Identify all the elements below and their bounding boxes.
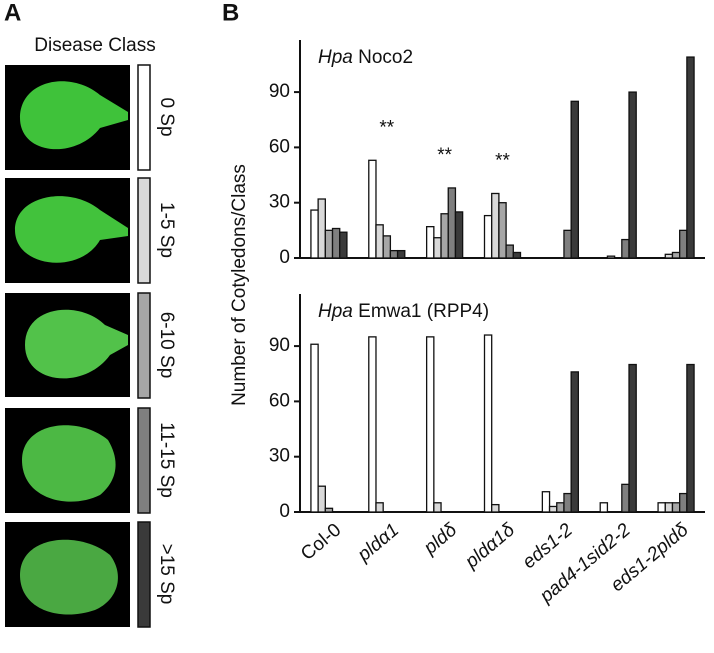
- y-tick-label: 60: [269, 136, 290, 157]
- chart-title: Hpa Emwa1 (RPP4): [318, 301, 489, 322]
- bar: [657, 502, 666, 513]
- bar: [491, 503, 500, 513]
- bar: [425, 336, 435, 513]
- bar: [512, 251, 522, 259]
- x-tick-label: pldα1δ: [461, 519, 520, 573]
- bar: [375, 502, 384, 513]
- bar: [440, 213, 449, 259]
- bar: [375, 224, 384, 259]
- title-text: Emwa1 (RPP4): [358, 301, 489, 322]
- y-tick-label: 60: [269, 390, 290, 411]
- bar: [679, 229, 688, 259]
- bar: [548, 505, 558, 513]
- significance: **: [495, 150, 510, 171]
- bar: [505, 244, 514, 259]
- bar: [498, 202, 507, 259]
- bar: [679, 492, 688, 513]
- bar: [686, 56, 695, 259]
- bar: [556, 502, 565, 513]
- bar: [447, 187, 457, 259]
- bar: [686, 363, 695, 513]
- x-tick-label: pldα1: [353, 520, 403, 567]
- bar: [331, 227, 341, 259]
- y-axis-label: Number of Cotyledons/Class: [229, 164, 250, 406]
- y-tick-label: 0: [279, 501, 290, 522]
- title-species: Hpa: [318, 47, 353, 68]
- bar: [483, 334, 493, 513]
- bar: [324, 229, 334, 259]
- panel-label: A: [4, 0, 21, 26]
- y-tick-label: 30: [269, 446, 290, 467]
- bar: [433, 237, 442, 259]
- bar: [664, 502, 674, 513]
- bar: [664, 253, 674, 259]
- bar: [433, 502, 442, 513]
- bar: [606, 255, 616, 259]
- bar: [621, 238, 630, 259]
- bar: [454, 211, 464, 259]
- significance: **: [437, 145, 452, 166]
- bar: [491, 192, 500, 259]
- legend-swatch: [137, 292, 151, 399]
- bar: [570, 371, 580, 513]
- bar: [599, 502, 609, 513]
- bar: [310, 343, 319, 513]
- legend-label: >15 Sp: [156, 544, 177, 605]
- bar: [671, 251, 681, 259]
- y-tick-label: 0: [279, 247, 290, 268]
- y-tick-label: 90: [269, 81, 290, 102]
- title-species: Hpa: [318, 301, 353, 322]
- y-tick-label: 30: [269, 192, 290, 213]
- legend-swatch: [137, 64, 151, 171]
- leaf-photos: [5, 65, 130, 627]
- bar: [621, 483, 630, 513]
- bar: [310, 209, 319, 259]
- bar: [324, 507, 334, 513]
- bar: [368, 159, 377, 259]
- bar: [628, 363, 637, 513]
- legend-label: 1-5 Sp: [156, 202, 177, 258]
- bar: [339, 231, 348, 259]
- significance: **: [379, 117, 394, 138]
- panel-label: B: [222, 0, 239, 26]
- legend-label: 6-10 Sp: [156, 312, 177, 379]
- bar: [563, 229, 572, 259]
- bar: [382, 235, 392, 259]
- title-text: Noco2: [358, 47, 413, 68]
- bar: [483, 214, 493, 259]
- bar: [541, 491, 551, 513]
- bar: [628, 91, 637, 259]
- bar: [396, 249, 406, 259]
- legend-label: 11-15 Sp: [156, 422, 177, 498]
- bar: [317, 198, 326, 259]
- bar: [389, 249, 399, 259]
- legend-swatch: [137, 177, 151, 284]
- bar: [425, 226, 435, 259]
- bar: [317, 485, 326, 513]
- legend-label: 0 Sp: [156, 97, 177, 136]
- legend-swatch: [137, 521, 151, 628]
- bar: [563, 492, 572, 513]
- bar: [368, 336, 377, 513]
- legend-swatch: [137, 407, 151, 514]
- x-tick-label: Col-0: [297, 520, 345, 565]
- x-tick-label: pldδ: [419, 519, 461, 559]
- chart-title: Hpa Noco2: [318, 47, 413, 68]
- bar: [570, 100, 580, 259]
- bar: [671, 502, 681, 513]
- y-tick-label: 90: [269, 335, 290, 356]
- legend-title: Disease Class: [34, 35, 155, 56]
